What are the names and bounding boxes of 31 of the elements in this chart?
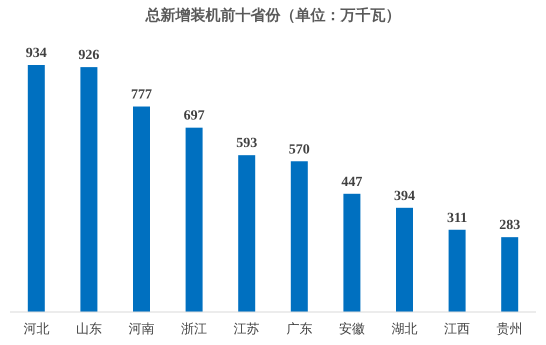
x-tick-label: 广东 bbox=[286, 322, 312, 337]
data-label: 926 bbox=[78, 48, 100, 64]
bar bbox=[133, 106, 150, 312]
bar bbox=[238, 155, 256, 312]
data-label: 934 bbox=[26, 46, 47, 61]
data-label: 593 bbox=[236, 136, 258, 152]
bar bbox=[501, 237, 518, 312]
data-label: 697 bbox=[184, 108, 205, 124]
x-tick-label: 贵州 bbox=[496, 322, 523, 337]
x-tick-label: 河南 bbox=[128, 322, 154, 337]
bar bbox=[396, 208, 413, 312]
x-tick-label: 江苏 bbox=[234, 322, 260, 337]
data-label: 394 bbox=[394, 188, 415, 204]
x-tick-label: 江西 bbox=[444, 322, 470, 337]
bar bbox=[290, 161, 308, 312]
bar bbox=[343, 194, 360, 312]
x-tick-label: 河北 bbox=[23, 322, 50, 337]
data-label: 570 bbox=[288, 142, 310, 158]
data-label: 447 bbox=[341, 174, 362, 190]
data-label: 283 bbox=[499, 218, 520, 234]
x-tick-label: 山东 bbox=[76, 322, 102, 337]
bar bbox=[80, 67, 98, 312]
bar bbox=[448, 230, 466, 312]
x-tick-label: 安徽 bbox=[338, 321, 365, 337]
bar bbox=[186, 128, 203, 312]
bar bbox=[28, 65, 45, 312]
x-tick-label: 浙江 bbox=[181, 322, 208, 337]
data-label: 311 bbox=[446, 210, 468, 226]
chart-title: 总新增装机前十省份（单位：万千瓦） bbox=[144, 6, 400, 24]
data-label: 777 bbox=[131, 88, 152, 103]
x-tick-label: 湖北 bbox=[392, 322, 418, 337]
